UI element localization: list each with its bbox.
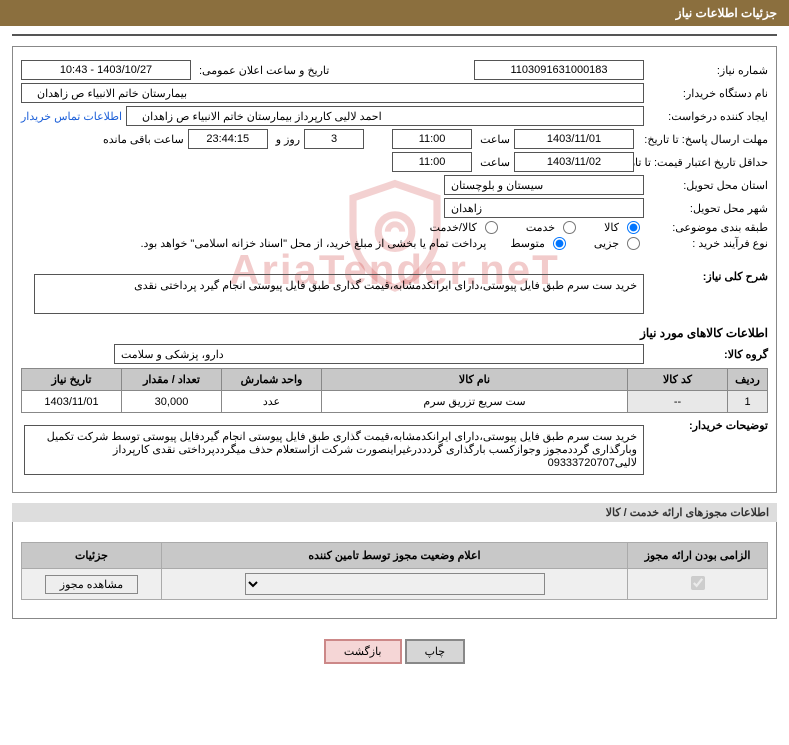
city-label: شهر محل تحویل: bbox=[648, 202, 768, 215]
min-validity-label: حداقل تاریخ اعتبار قیمت: تا تاریخ: bbox=[638, 156, 768, 169]
payment-note: پرداخت تمام یا بخشی از مبلغ خرید، از محل… bbox=[141, 237, 487, 250]
cell-code: -- bbox=[628, 391, 728, 413]
col-qty: تعداد / مقدار bbox=[122, 369, 222, 391]
license-section-title: اطلاعات مجوزهای ارائه خدمت / کالا bbox=[12, 503, 777, 522]
col-mandatory: الزامی بودن ارائه مجوز bbox=[628, 543, 768, 569]
view-license-button[interactable]: مشاهده مجوز bbox=[45, 575, 138, 594]
requester-label: ایجاد کننده درخواست: bbox=[648, 110, 768, 123]
col-row: ردیف bbox=[728, 369, 768, 391]
category-both-radio[interactable] bbox=[485, 221, 498, 234]
page-header: جزئیات اطلاعات نیاز bbox=[0, 0, 789, 26]
goods-group-label: گروه کالا: bbox=[648, 348, 768, 361]
days-and-label: روز و bbox=[272, 133, 300, 146]
process-medium-label: متوسط bbox=[510, 237, 545, 250]
process-small-label: جزیی bbox=[594, 237, 619, 250]
min-validity-date-field: 1403/11/02 bbox=[514, 152, 634, 172]
requester-field: احمد لالیی کارپرداز بیمارستان خاتم الانب… bbox=[126, 106, 644, 126]
items-section-title: اطلاعات کالاهای مورد نیاز bbox=[21, 326, 768, 340]
goods-group-field: دارو، پزشکی و سلامت bbox=[114, 344, 644, 364]
hours-remaining-label: ساعت باقی مانده bbox=[99, 133, 184, 146]
need-number-label: شماره نیاز: bbox=[648, 64, 768, 77]
min-validity-time-field: 11:00 bbox=[392, 152, 472, 172]
buyer-notes-label: توضیحات خریدار: bbox=[648, 419, 768, 432]
announce-date-label: تاریخ و ساعت اعلان عمومی: bbox=[195, 64, 329, 77]
process-medium-radio[interactable] bbox=[553, 237, 566, 250]
cell-name: ست سریع تزریق سرم bbox=[322, 391, 628, 413]
back-button[interactable]: بازگشت bbox=[324, 639, 402, 664]
reply-date-field: 1403/11/01 bbox=[514, 129, 634, 149]
summary-label: شرح کلی نیاز: bbox=[648, 270, 768, 283]
buyer-contact-link[interactable]: اطلاعات تماس خریدار bbox=[21, 110, 122, 123]
category-goods-radio[interactable] bbox=[627, 221, 640, 234]
action-buttons: چاپ بازگشت bbox=[0, 629, 789, 684]
province-label: استان محل تحویل: bbox=[648, 179, 768, 192]
time-label-1: ساعت bbox=[476, 133, 510, 146]
cell-idx: 1 bbox=[728, 391, 768, 413]
col-date: تاریخ نیاز bbox=[22, 369, 122, 391]
license-table: الزامی بودن ارائه مجوز اعلام وضعیت مجوز … bbox=[21, 542, 768, 600]
buyer-org-field: بیمارستان خاتم الانبیاء ص زاهدان bbox=[21, 83, 644, 103]
col-name: نام کالا bbox=[322, 369, 628, 391]
col-details: جزئیات bbox=[22, 543, 162, 569]
countdown-field: 23:44:15 bbox=[188, 129, 268, 149]
license-row: مشاهده مجوز bbox=[22, 569, 768, 600]
cell-unit: عدد bbox=[222, 391, 322, 413]
col-unit: واحد شمارش bbox=[222, 369, 322, 391]
buyer-notes-field: خرید ست سرم طبق فایل پیوستی،دارای ایرانک… bbox=[24, 425, 644, 475]
city-field: زاهدان bbox=[444, 198, 644, 218]
items-table: ردیف کد کالا نام کالا واحد شمارش تعداد /… bbox=[21, 368, 768, 413]
reply-deadline-label: مهلت ارسال پاسخ: تا تاریخ: bbox=[638, 133, 768, 146]
summary-field: خرید ست سرم طبق فایل پیوستی،دارای ایرانک… bbox=[34, 274, 644, 314]
category-service-label: خدمت bbox=[526, 221, 555, 234]
buyer-org-label: نام دستگاه خریدار: bbox=[648, 87, 768, 100]
category-service-radio[interactable] bbox=[563, 221, 576, 234]
cell-date: 1403/11/01 bbox=[22, 391, 122, 413]
category-both-label: کالا/خدمت bbox=[430, 221, 477, 234]
license-section: الزامی بودن ارائه مجوز اعلام وضعیت مجوز … bbox=[12, 522, 777, 619]
process-small-radio[interactable] bbox=[627, 237, 640, 250]
need-number-field: 1103091631000183 bbox=[474, 60, 644, 80]
category-label: طبقه بندی موضوعی: bbox=[648, 221, 768, 234]
cell-qty: 30,000 bbox=[122, 391, 222, 413]
days-remaining-field: 3 bbox=[304, 129, 364, 149]
print-button[interactable]: چاپ bbox=[405, 639, 466, 664]
category-goods-label: کالا bbox=[604, 221, 619, 234]
announce-date-field: 1403/10/27 - 10:43 bbox=[21, 60, 191, 80]
time-label-2: ساعت bbox=[476, 156, 510, 169]
col-code: کد کالا bbox=[628, 369, 728, 391]
table-row: 1 -- ست سریع تزریق سرم عدد 30,000 1403/1… bbox=[22, 391, 768, 413]
main-info-section: AriaTender.neT شماره نیاز: 1103091631000… bbox=[12, 46, 777, 493]
col-status: اعلام وضعیت مجوز توسط تامین کننده bbox=[162, 543, 628, 569]
separator bbox=[12, 34, 777, 36]
province-field: سیستان و بلوچستان bbox=[444, 175, 644, 195]
status-select[interactable] bbox=[245, 573, 545, 595]
reply-time-field: 11:00 bbox=[392, 129, 472, 149]
mandatory-checkbox bbox=[691, 576, 705, 590]
process-type-label: نوع فرآیند خرید : bbox=[648, 237, 768, 250]
